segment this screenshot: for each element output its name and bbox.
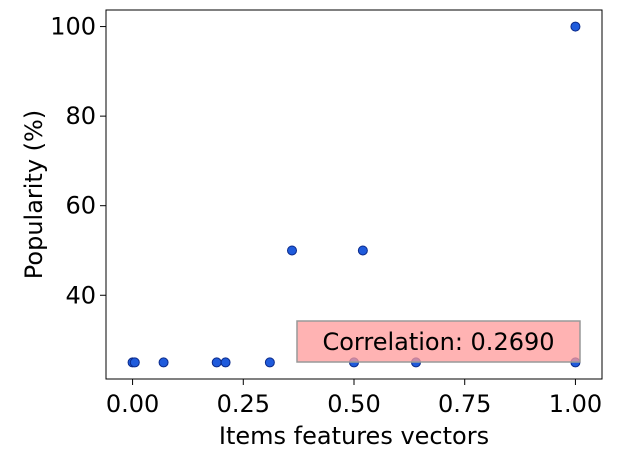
y-axis-title: Popularity (%) [20, 110, 48, 279]
data-point [264, 357, 275, 368]
y-axis-ticks: 40 60 80 100 [50, 13, 106, 309]
x-tick-label: 0.25 [217, 390, 270, 418]
data-point [211, 357, 222, 368]
data-point [357, 245, 368, 256]
plot-area [106, 10, 602, 379]
data-point [158, 357, 169, 368]
y-tick-label: 60 [65, 192, 96, 220]
x-tick-label: 1.00 [549, 390, 602, 418]
data-point [220, 357, 231, 368]
x-axis-title: Items features vectors [219, 422, 489, 450]
data-point [287, 245, 297, 256]
y-tick-label: 40 [65, 281, 96, 309]
correlation-box [296, 320, 581, 363]
x-axis-ticks: 0.00 0.25 0.50 0.75 1.00 [106, 379, 602, 418]
x-tick-label: 0.50 [327, 390, 380, 418]
x-tick-label: 0.75 [438, 390, 491, 418]
data-point [129, 357, 140, 368]
data-point [570, 21, 581, 32]
y-tick-label: 80 [65, 102, 96, 130]
correlation-label: Correlation: 0.2690 [322, 328, 554, 356]
annotation: Correlation: 0.2690 [296, 320, 581, 363]
x-tick-label: 0.00 [106, 390, 159, 418]
y-tick-label: 100 [50, 13, 96, 41]
